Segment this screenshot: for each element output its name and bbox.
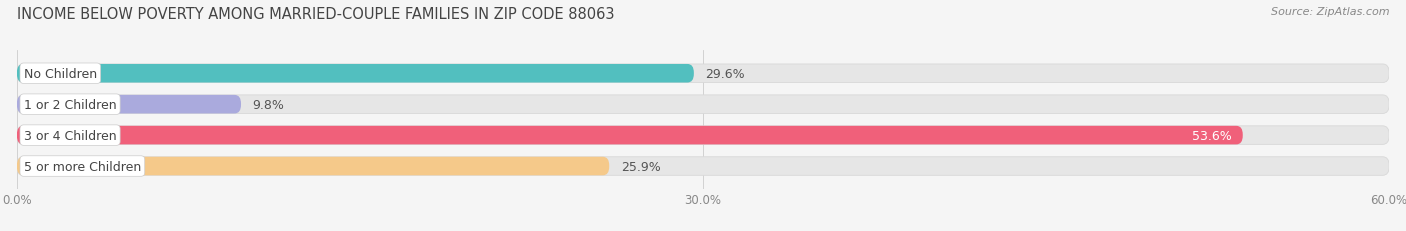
Text: 1 or 2 Children: 1 or 2 Children xyxy=(24,98,117,111)
Text: 5 or more Children: 5 or more Children xyxy=(24,160,141,173)
FancyBboxPatch shape xyxy=(17,157,1389,176)
Text: 25.9%: 25.9% xyxy=(620,160,661,173)
Text: 3 or 4 Children: 3 or 4 Children xyxy=(24,129,117,142)
FancyBboxPatch shape xyxy=(17,95,1389,114)
Text: 29.6%: 29.6% xyxy=(706,67,745,80)
Text: Source: ZipAtlas.com: Source: ZipAtlas.com xyxy=(1271,7,1389,17)
FancyBboxPatch shape xyxy=(17,126,1389,145)
Text: 9.8%: 9.8% xyxy=(253,98,284,111)
FancyBboxPatch shape xyxy=(17,65,1389,83)
FancyBboxPatch shape xyxy=(17,65,693,83)
FancyBboxPatch shape xyxy=(17,157,609,176)
Text: 53.6%: 53.6% xyxy=(1191,129,1232,142)
Text: INCOME BELOW POVERTY AMONG MARRIED-COUPLE FAMILIES IN ZIP CODE 88063: INCOME BELOW POVERTY AMONG MARRIED-COUPL… xyxy=(17,7,614,22)
FancyBboxPatch shape xyxy=(17,95,240,114)
Text: No Children: No Children xyxy=(24,67,97,80)
FancyBboxPatch shape xyxy=(17,126,1243,145)
